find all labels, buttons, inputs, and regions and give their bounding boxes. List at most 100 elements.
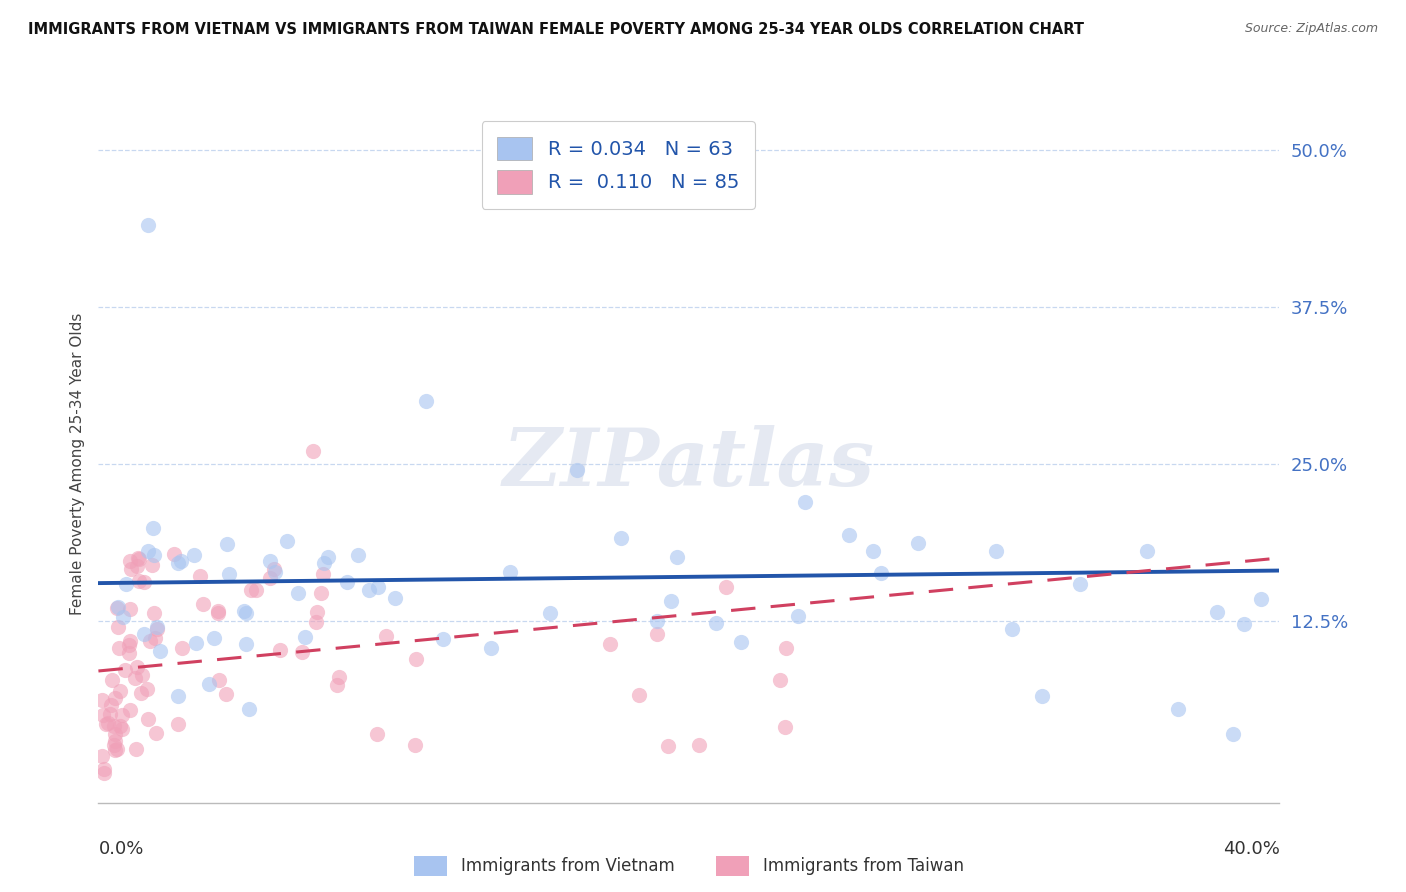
Point (645, 614, 668, 628)
Point (136, 544, 159, 558)
Point (316, 549, 339, 564)
Point (305, 605, 328, 619)
Point (118, 703, 141, 717)
Point (183, 549, 205, 563)
Point (276, 533, 298, 548)
Point (142, 548, 165, 562)
Point (235, 606, 257, 620)
Point (146, 620, 169, 634)
Point (145, 622, 167, 636)
Point (714, 580, 737, 594)
Point (312, 556, 335, 570)
Point (127, 551, 149, 566)
Point (128, 552, 150, 566)
Point (105, 741, 128, 756)
Point (96, 717, 118, 731)
Point (775, 640, 797, 655)
Point (101, 673, 124, 687)
Point (141, 558, 163, 572)
Text: 40.0%: 40.0% (1223, 840, 1279, 858)
Point (240, 582, 263, 597)
Point (294, 630, 316, 644)
Text: ZIPatlas: ZIPatlas (503, 425, 875, 502)
Point (166, 689, 188, 703)
Point (111, 707, 134, 722)
Point (326, 678, 349, 692)
Point (208, 673, 231, 688)
Point (405, 652, 427, 666)
Point (98, 706, 121, 721)
Point (984, 544, 1007, 558)
Point (259, 571, 281, 585)
Point (346, 549, 368, 563)
Point (415, 394, 437, 409)
Point (97, 716, 120, 731)
Point (108, 640, 131, 655)
Legend: Immigrants from Vietnam, Immigrants from Taiwan: Immigrants from Vietnam, Immigrants from… (408, 849, 970, 882)
Text: IMMIGRANTS FROM VIETNAM VS IMMIGRANTS FROM TAIWAN FEMALE POVERTY AMONG 25-34 YEA: IMMIGRANTS FROM VIETNAM VS IMMIGRANTS FR… (28, 22, 1084, 37)
Point (305, 615, 328, 629)
Point (665, 550, 688, 565)
Point (384, 591, 406, 606)
Point (773, 720, 796, 734)
Point (120, 554, 142, 568)
Point (118, 646, 141, 660)
Point (93, 762, 115, 776)
Point (124, 742, 146, 756)
Point (688, 738, 710, 752)
Point (235, 637, 257, 651)
Point (104, 690, 127, 705)
Point (107, 620, 129, 634)
Point (269, 643, 291, 657)
Point (104, 733, 127, 747)
Point (166, 717, 188, 731)
Point (1250, 591, 1272, 606)
Point (245, 582, 267, 597)
Point (128, 574, 150, 589)
Point (198, 676, 221, 690)
Point (103, 719, 125, 733)
Point (118, 638, 141, 652)
Point (769, 673, 792, 688)
Point (129, 686, 152, 700)
Point (145, 631, 167, 645)
Point (104, 726, 127, 740)
Point (870, 566, 893, 580)
Point (124, 671, 146, 685)
Point (207, 606, 229, 620)
Point (115, 577, 138, 591)
Point (169, 554, 191, 568)
Point (1001, 622, 1024, 636)
Point (215, 687, 238, 701)
Y-axis label: Female Poverty Among 25-34 Year Olds: Female Poverty Among 25-34 Year Olds (69, 313, 84, 615)
Point (264, 565, 287, 579)
Point (149, 644, 172, 658)
Point (312, 566, 335, 581)
Point (112, 610, 135, 624)
Point (188, 569, 211, 583)
Point (793, 494, 815, 508)
Point (118, 601, 141, 615)
Point (730, 635, 752, 649)
Point (599, 637, 621, 651)
Point (170, 641, 193, 656)
Point (215, 537, 238, 551)
Point (100, 698, 122, 712)
Point (238, 701, 260, 715)
Point (163, 547, 186, 561)
Point (328, 670, 350, 684)
Point (1167, 701, 1189, 715)
Point (120, 634, 142, 648)
Point (610, 531, 633, 545)
Point (136, 712, 159, 726)
Point (1222, 727, 1244, 741)
Point (145, 726, 167, 740)
Point (93, 765, 115, 780)
Point (538, 606, 561, 620)
Point (374, 629, 396, 643)
Point (120, 562, 142, 576)
Point (302, 444, 325, 458)
Point (233, 604, 256, 618)
Point (704, 616, 727, 631)
Point (787, 608, 810, 623)
